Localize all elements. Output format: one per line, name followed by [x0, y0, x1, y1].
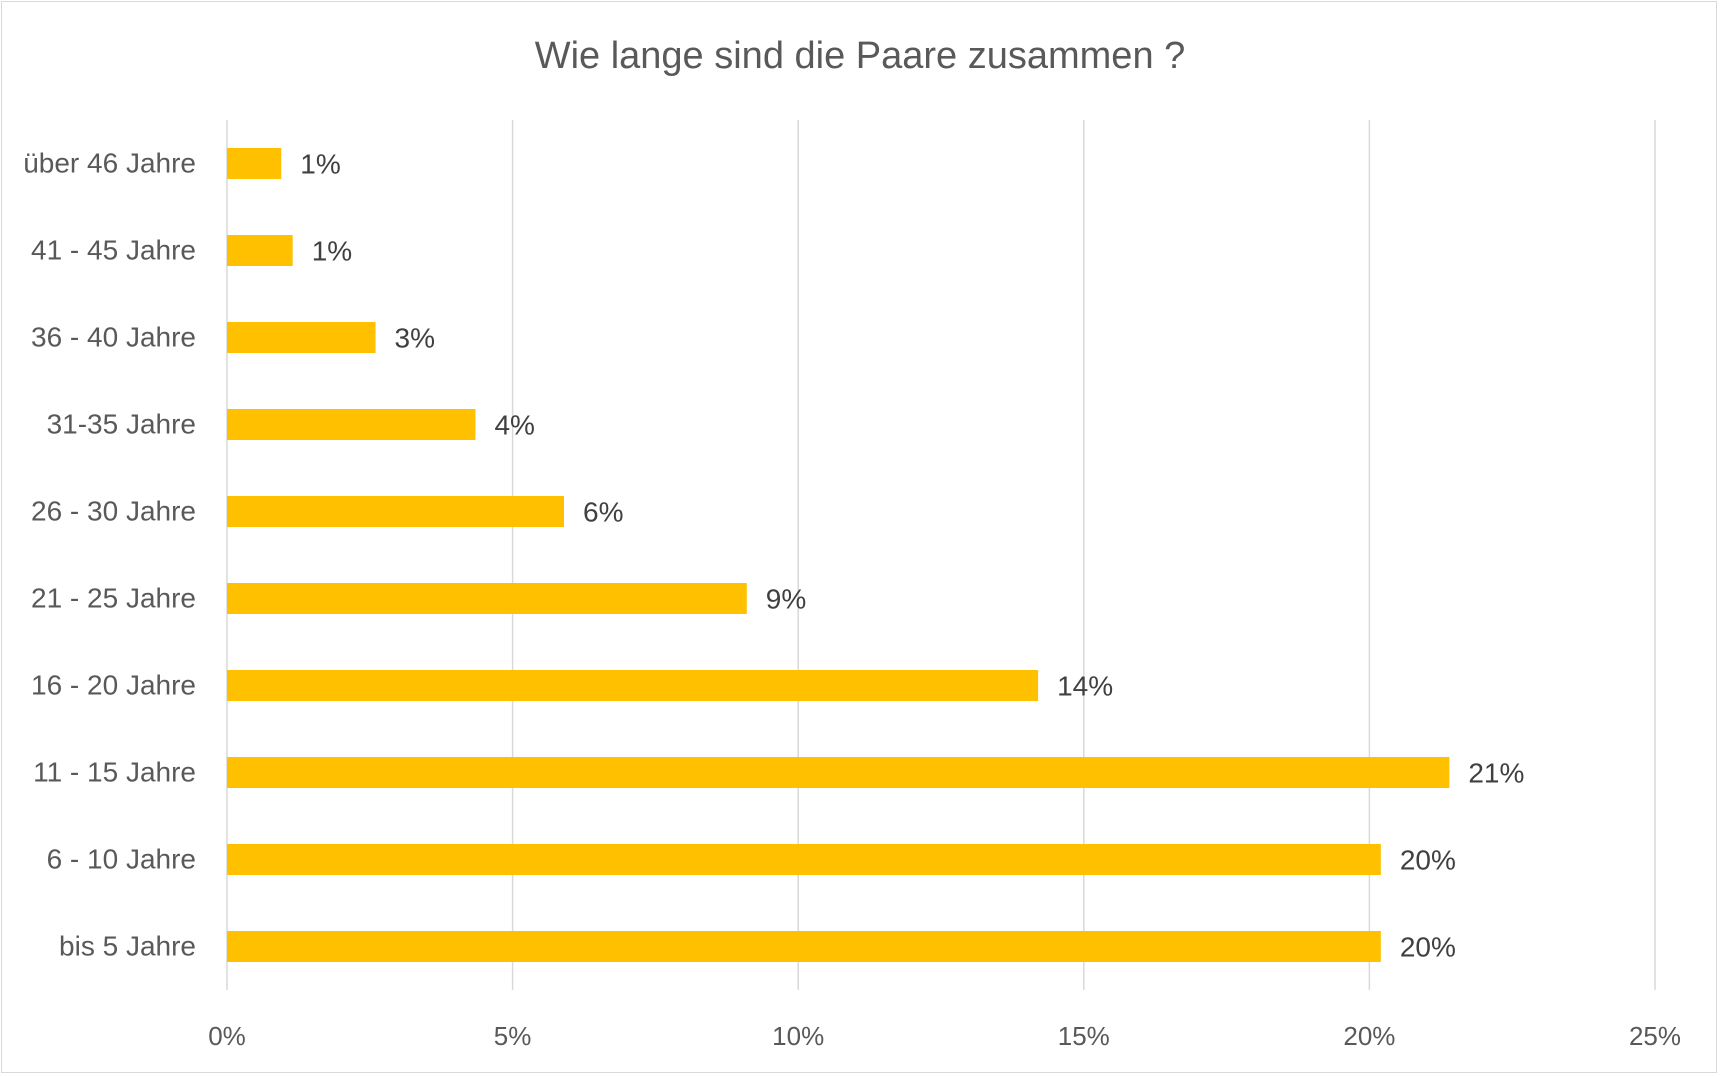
category-label: 31-35 Jahre	[47, 409, 196, 440]
bar	[227, 670, 1039, 701]
category-label: 36 - 40 Jahre	[31, 322, 196, 353]
data-label: 20%	[1400, 932, 1456, 963]
category-label: 16 - 20 Jahre	[31, 670, 196, 701]
bar	[227, 583, 747, 614]
x-tick-label: 10%	[772, 1021, 824, 1051]
bar	[227, 844, 1381, 875]
data-label: 9%	[766, 584, 806, 615]
data-label: 14%	[1057, 671, 1113, 702]
category-label: 6 - 10 Jahre	[47, 844, 196, 875]
data-label: 21%	[1468, 758, 1524, 789]
bar	[227, 409, 476, 440]
data-label: 3%	[395, 323, 435, 354]
category-label: 26 - 30 Jahre	[31, 496, 196, 527]
data-label: 4%	[494, 410, 534, 441]
category-label: bis 5 Jahre	[59, 931, 196, 962]
bars	[227, 148, 1450, 962]
data-label: 1%	[300, 149, 340, 180]
x-tick-label: 25%	[1629, 1021, 1681, 1051]
category-axis: bis 5 Jahre 6 - 10 Jahre 11 - 15 Jahre 16 -…	[23, 148, 196, 962]
x-tick-label: 0%	[208, 1021, 246, 1051]
bar	[227, 757, 1450, 788]
category-label: 21 - 25 Jahre	[31, 583, 196, 614]
data-label: 1%	[312, 236, 352, 267]
x-tick-label: 15%	[1058, 1021, 1110, 1051]
category-label: 41 - 45 Jahre	[31, 235, 196, 266]
category-label: 11 - 15 Jahre	[33, 757, 196, 788]
bar	[227, 496, 565, 527]
bar	[227, 148, 282, 179]
bar	[227, 322, 376, 353]
data-labels: 20% 20% 21% 14% 9% 6% 4% 3% 1% 1%	[300, 149, 1524, 963]
category-label: über 46 Jahre	[23, 148, 196, 179]
data-label: 6%	[583, 497, 623, 528]
x-tick-label: 5%	[494, 1021, 532, 1051]
bar	[227, 235, 293, 266]
data-label: 20%	[1400, 845, 1456, 876]
chart-title: Wie lange sind die Paare zusammen ?	[535, 35, 1186, 77]
x-tick-label: 20%	[1343, 1021, 1395, 1051]
bar	[227, 931, 1381, 962]
value-axis: 0% 5% 10% 15% 20% 25%	[208, 1021, 1681, 1051]
